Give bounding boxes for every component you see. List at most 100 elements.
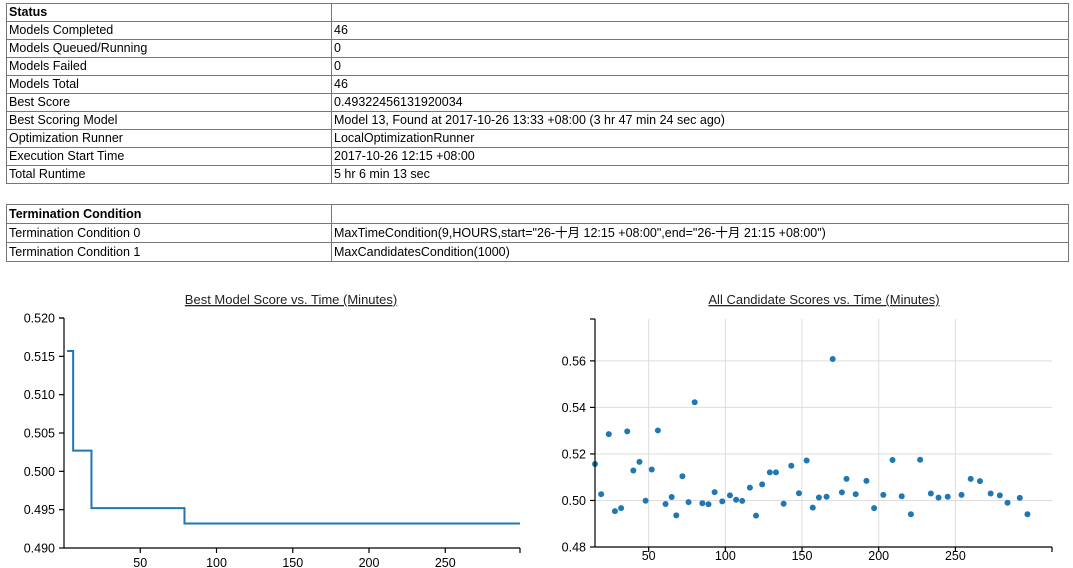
data-point xyxy=(1016,494,1023,501)
y-tick-label: 0.490 xyxy=(24,542,55,556)
data-point xyxy=(843,475,850,482)
data-point xyxy=(1004,499,1011,506)
data-point xyxy=(598,491,605,498)
table-row: Best Score 0.49322456131920034 xyxy=(6,93,1069,112)
data-point xyxy=(944,493,951,500)
data-point xyxy=(898,493,905,500)
y-tick-label: 0.52 xyxy=(562,447,586,461)
termination-table: Termination Condition Termination Conditi… xyxy=(6,204,1069,262)
x-tick-label: 50 xyxy=(642,549,656,563)
all-scores-chart-title: All Candidate Scores vs. Time (Minutes) xyxy=(708,292,939,307)
data-point xyxy=(679,473,686,480)
table-row: Models Failed 0 xyxy=(6,57,1069,76)
row-key: Models Completed xyxy=(6,21,332,40)
row-value: MaxTimeCondition(9,HOURS,start="26-十月 12… xyxy=(331,223,1069,243)
all-scores-chart: All Candidate Scores vs. Time (Minutes) … xyxy=(562,292,1053,563)
row-value: 46 xyxy=(331,75,1069,94)
status-header-row: Status xyxy=(6,3,1069,22)
row-value: 0.49322456131920034 xyxy=(331,93,1069,112)
row-key: Models Queued/Running xyxy=(6,39,332,58)
x-tick-label: 100 xyxy=(206,556,227,568)
data-point xyxy=(685,499,692,506)
table-row: Models Completed 46 xyxy=(6,21,1069,40)
y-tick-label: 0.495 xyxy=(24,503,55,517)
x-tick-label: 150 xyxy=(282,556,303,568)
table-row: Termination Condition 1 MaxCandidatesCond… xyxy=(6,242,1069,262)
row-key: Models Total xyxy=(6,75,332,94)
data-point xyxy=(829,356,836,363)
row-value: MaxCandidatesCondition(1000) xyxy=(331,242,1069,262)
y-tick-label: 0.56 xyxy=(562,354,586,368)
y-tick-label: 0.54 xyxy=(562,401,586,415)
data-point xyxy=(935,494,942,501)
y-tick-label: 0.505 xyxy=(24,427,55,441)
data-point xyxy=(673,512,680,519)
data-point xyxy=(699,500,706,507)
data-point xyxy=(780,500,787,507)
data-point xyxy=(636,458,643,465)
x-tick-label: 200 xyxy=(359,556,380,568)
data-point xyxy=(987,490,994,497)
data-point xyxy=(618,505,625,512)
row-value: 46 xyxy=(331,21,1069,40)
data-point xyxy=(996,492,1003,499)
data-point xyxy=(917,456,924,463)
data-point xyxy=(726,492,733,499)
x-tick-label: 100 xyxy=(715,549,736,563)
data-point xyxy=(766,469,773,476)
data-point xyxy=(927,490,934,497)
data-point xyxy=(739,497,746,504)
row-key: Execution Start Time xyxy=(6,147,332,166)
table-row: Models Queued/Running 0 xyxy=(6,39,1069,58)
status-table: Status Models Completed 46 Models Queued/Ru… xyxy=(6,3,1069,184)
row-value: LocalOptimizationRunner xyxy=(331,129,1069,148)
data-point xyxy=(642,497,649,504)
termination-header: Termination Condition xyxy=(6,204,332,224)
row-key: Best Score xyxy=(6,93,332,112)
row-key: Termination Condition 1 xyxy=(6,242,332,262)
y-tick-label: 0.48 xyxy=(562,541,586,555)
x-tick-label: 50 xyxy=(133,556,147,568)
best-score-chart: Best Model Score vs. Time (Minutes) 0.49… xyxy=(24,292,521,568)
data-point xyxy=(719,498,726,505)
row-key: Best Scoring Model xyxy=(6,111,332,130)
y-tick-label: 0.520 xyxy=(24,312,55,326)
data-point xyxy=(838,489,845,496)
data-point xyxy=(823,493,830,500)
data-point xyxy=(662,500,669,507)
data-point xyxy=(733,496,740,503)
data-point xyxy=(630,467,637,474)
row-value: 0 xyxy=(331,57,1069,76)
data-point xyxy=(668,493,675,500)
row-key: Optimization Runner xyxy=(6,129,332,148)
table-row: Best Scoring Model Model 13, Found at 201… xyxy=(6,111,1069,130)
data-point xyxy=(691,399,698,406)
data-point xyxy=(605,431,612,438)
y-tick-label: 0.515 xyxy=(24,350,55,364)
data-point xyxy=(611,508,618,515)
table-row: Execution Start Time 2017-10-26 12:15 +08… xyxy=(6,147,1069,166)
data-point xyxy=(880,491,887,498)
data-point xyxy=(889,456,896,463)
data-point xyxy=(624,428,631,435)
x-tick-label: 250 xyxy=(945,549,966,563)
data-point xyxy=(976,478,983,485)
data-point xyxy=(809,504,816,511)
data-point xyxy=(711,489,718,496)
x-tick-label: 150 xyxy=(792,549,813,563)
data-point xyxy=(803,457,810,464)
data-point xyxy=(753,512,760,519)
table-row: Total Runtime 5 hr 6 min 13 sec xyxy=(6,165,1069,184)
best-score-chart-title: Best Model Score vs. Time (Minutes) xyxy=(185,292,397,307)
data-point xyxy=(795,490,802,497)
status-header-blank xyxy=(331,3,1069,22)
row-value: 2017-10-26 12:15 +08:00 xyxy=(331,147,1069,166)
data-point xyxy=(746,484,753,491)
data-point xyxy=(772,469,779,476)
data-point xyxy=(958,491,965,498)
y-tick-label: 0.500 xyxy=(24,465,55,479)
x-tick-label: 200 xyxy=(868,549,889,563)
data-point xyxy=(648,466,655,473)
table-row: Termination Condition 0 MaxTimeCondition(… xyxy=(6,223,1069,243)
data-point xyxy=(967,475,974,482)
